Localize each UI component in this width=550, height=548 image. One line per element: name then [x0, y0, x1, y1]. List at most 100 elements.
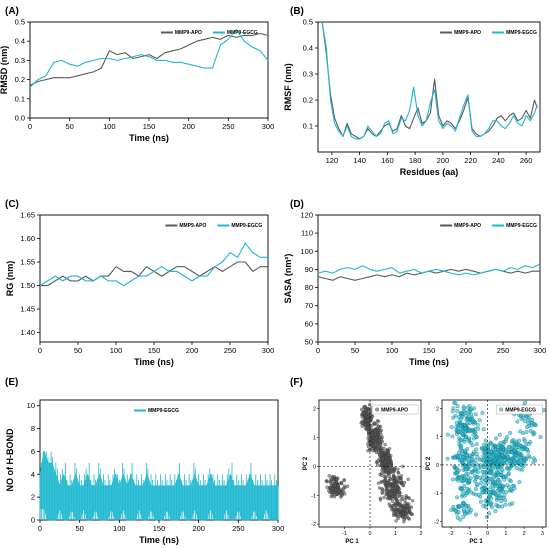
- scatter-point: [473, 487, 478, 492]
- scatter-point: [375, 463, 380, 467]
- scatter-point: [515, 419, 520, 424]
- scatter-point: [487, 511, 492, 516]
- y-tick-label: 80: [305, 283, 313, 292]
- scatter-point: [472, 430, 477, 435]
- scatter-point: [474, 447, 479, 452]
- panel-label: (F): [290, 377, 303, 388]
- x-tick-label: 250: [224, 346, 237, 355]
- scatter-point: [392, 511, 396, 515]
- scatter-point: [457, 476, 462, 480]
- x-tick-label: 3: [541, 531, 544, 537]
- scatter-point: [340, 487, 344, 492]
- scatter-point: [455, 409, 460, 414]
- panel-e: (E) 0 50 100 150 200 250 300 0 2 4 6 8 10 Time (ns) NO …: [5, 377, 284, 545]
- scatter-point: [465, 481, 470, 486]
- y-tick-label: 0.5: [303, 18, 313, 27]
- legend-marker: [499, 407, 504, 412]
- y-tick-label: 100: [300, 247, 313, 256]
- scatter-point: [379, 480, 383, 485]
- scatter-point: [339, 491, 343, 495]
- y-tick-label: 0.2: [15, 75, 25, 84]
- scatter-point: [403, 498, 407, 502]
- scatter-point: [501, 474, 506, 479]
- scatter-point: [406, 477, 410, 481]
- y-axis-label: NO of H-BOND: [5, 428, 15, 491]
- scatter-point: [339, 480, 343, 485]
- scatter-point: [463, 426, 467, 431]
- x-tick-label: 2: [419, 531, 422, 537]
- y-tick-label: -1: [434, 491, 439, 497]
- scatter-point: [513, 453, 518, 458]
- scatter-point: [522, 439, 527, 443]
- scatter-point: [458, 438, 463, 442]
- scatter-point: [464, 456, 469, 461]
- y-tick-label: 70: [305, 301, 313, 310]
- x-tick-label: 100: [110, 346, 123, 355]
- scatter-point: [382, 495, 386, 500]
- scatter-point: [518, 429, 523, 434]
- y-tick-label: 0.1: [15, 94, 25, 103]
- scatter-point: [371, 435, 376, 440]
- scatter-point: [376, 459, 380, 463]
- scatter-point: [460, 492, 465, 497]
- scatter-point: [374, 435, 379, 439]
- scatter-point: [407, 496, 411, 501]
- y-tick-label: 0.5: [15, 18, 25, 27]
- y-tick-label: 2: [31, 493, 35, 502]
- x-tick-label: 0: [28, 122, 32, 131]
- scatter-point: [483, 504, 488, 509]
- y-axis-label: SASA (nm²): [283, 254, 293, 304]
- scatter-point: [518, 413, 523, 418]
- x-tick-label: 180: [409, 156, 422, 165]
- scatter-point: [445, 432, 450, 437]
- scatter-point: [380, 452, 384, 457]
- scatter-point: [497, 432, 502, 437]
- scatter-point: [500, 444, 505, 449]
- scatter-point: [474, 512, 478, 517]
- scatter-point: [460, 432, 465, 437]
- x-axis-label: Time (ns): [134, 357, 174, 367]
- scatter-point: [395, 510, 399, 514]
- y-tick-label: 4: [31, 470, 35, 479]
- scatter-point: [370, 423, 374, 428]
- scatter-point: [467, 428, 472, 432]
- scatter-point: [410, 498, 415, 503]
- pca-subplot-mmp9-egcg: -2 -1 0 1 2 3 -2 -1 0 1 2 PC 1 PC 2 MMP9-EGCG: [426, 399, 547, 545]
- scatter-point: [330, 490, 335, 494]
- scatter-point: [451, 415, 456, 420]
- x-axis-label: PC 1: [469, 539, 483, 545]
- scatter-point: [396, 471, 401, 475]
- x-tick-label: 250: [222, 122, 235, 131]
- scatter-point: [458, 517, 463, 522]
- scatter-point: [517, 480, 522, 484]
- scatter-point: [508, 430, 512, 435]
- scatter-point: [456, 429, 461, 434]
- scatter-point: [388, 496, 392, 500]
- scatter-point: [466, 409, 471, 414]
- scatter-point: [494, 462, 499, 467]
- x-tick-label: 250: [497, 346, 510, 355]
- scatter-point: [500, 453, 505, 458]
- y-tick-label: 1: [313, 436, 316, 442]
- scatter-point: [458, 416, 463, 421]
- scatter-point: [328, 485, 332, 489]
- y-tick-label: 1.60: [20, 234, 35, 243]
- scatter-point: [335, 480, 339, 484]
- scatter-point: [524, 447, 529, 452]
- panel-d: (D)0 50 100 150 200 250 3005060708090100110120…: [283, 199, 546, 367]
- scatter-point: [454, 467, 459, 472]
- scatter-point: [378, 496, 383, 500]
- y-tick-label: 0.3: [303, 70, 313, 79]
- scatter-point: [410, 512, 414, 516]
- panel-label: (A): [5, 6, 19, 17]
- x-tick-label: 0: [38, 524, 42, 533]
- scatter-point: [468, 440, 473, 445]
- scatter-point: [482, 464, 487, 469]
- scatter-point: [484, 490, 489, 495]
- scatter-point: [391, 494, 395, 498]
- x-tick-label: 50: [74, 346, 82, 355]
- scatter-point: [388, 504, 392, 508]
- scatter-point: [396, 467, 400, 471]
- scatter-point: [512, 448, 517, 453]
